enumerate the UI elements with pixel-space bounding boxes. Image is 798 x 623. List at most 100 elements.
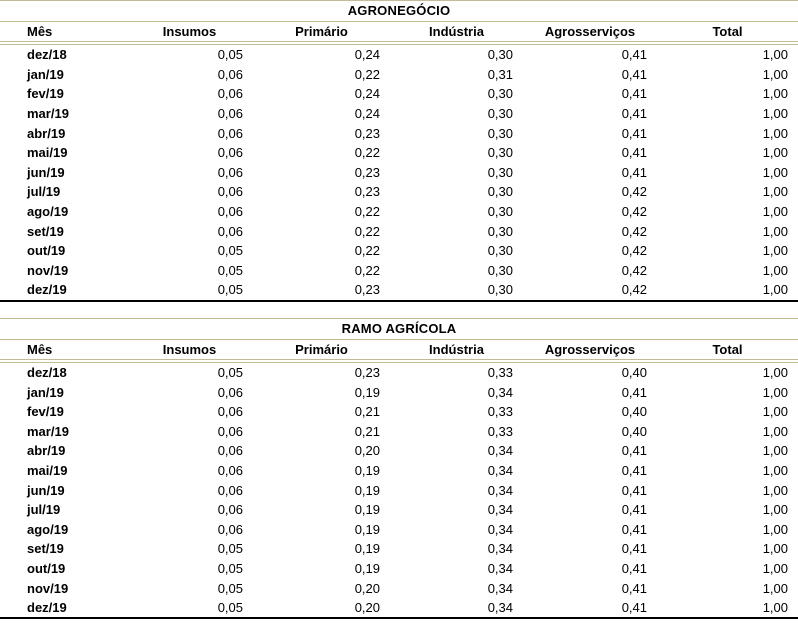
table-row: dez/18 0,05 0,24 0,30 0,41 1,00 bbox=[0, 45, 798, 65]
table-row: fev/19 0,06 0,24 0,30 0,41 1,00 bbox=[0, 84, 798, 104]
value-cell: 0,06 bbox=[217, 423, 243, 439]
value-cell: 0,42 bbox=[621, 282, 647, 298]
value-cell: 0,34 bbox=[487, 541, 513, 557]
value-cell: 1,00 bbox=[762, 106, 788, 122]
data-table: Mês Insumos Primário Indústria Agrosserviços… bbox=[0, 22, 798, 300]
value-cell: 0,41 bbox=[621, 125, 647, 141]
value-cell: 0,40 bbox=[621, 365, 647, 381]
column-header-insumos: Insumos bbox=[162, 341, 217, 357]
value-cell: 0,05 bbox=[217, 282, 243, 298]
table-bottom-border bbox=[0, 617, 798, 620]
value-cell: 0,41 bbox=[621, 462, 647, 478]
row-label: abr/19 bbox=[27, 443, 66, 459]
table-row: abr/19 0,06 0,20 0,34 0,41 1,00 bbox=[0, 441, 798, 461]
column-header-agrosservicos: Agrosserviços bbox=[544, 341, 636, 357]
row-label: abr/19 bbox=[27, 125, 66, 141]
value-cell: 0,05 bbox=[217, 365, 243, 381]
row-label: ago/19 bbox=[27, 521, 69, 537]
value-cell: 0,23 bbox=[354, 125, 380, 141]
value-cell: 0,34 bbox=[487, 502, 513, 518]
value-cell: 0,34 bbox=[487, 580, 513, 596]
value-cell: 0,30 bbox=[487, 262, 513, 278]
value-cell: 0,06 bbox=[217, 502, 243, 518]
row-label: jul/19 bbox=[27, 502, 61, 518]
table-ramo-agricola: RAMO AGRÍCOLA Mês Insumos Primário Indústri… bbox=[0, 317, 798, 620]
value-cell: 0,19 bbox=[354, 384, 380, 400]
value-cell: 1,00 bbox=[762, 423, 788, 439]
double-rule bbox=[0, 358, 798, 363]
value-cell: 0,06 bbox=[217, 462, 243, 478]
value-cell: 0,05 bbox=[217, 600, 243, 616]
value-cell: 1,00 bbox=[762, 384, 788, 400]
value-cell: 0,06 bbox=[217, 443, 243, 459]
value-cell: 0,06 bbox=[217, 164, 243, 180]
value-cell: 0,06 bbox=[217, 223, 243, 239]
value-cell: 0,30 bbox=[487, 47, 513, 63]
value-cell: 0,34 bbox=[487, 443, 513, 459]
table-title-agronegocio: AGRONEGÓCIO bbox=[0, 0, 798, 22]
value-cell: 1,00 bbox=[762, 502, 788, 518]
value-cell: 0,22 bbox=[354, 223, 380, 239]
value-cell: 0,41 bbox=[621, 106, 647, 122]
row-label: mai/19 bbox=[27, 145, 68, 161]
row-label: set/19 bbox=[27, 541, 64, 557]
value-cell: 0,23 bbox=[354, 282, 380, 298]
value-cell: 0,06 bbox=[217, 384, 243, 400]
table-row: abr/19 0,06 0,23 0,30 0,41 1,00 bbox=[0, 123, 798, 143]
value-cell: 0,22 bbox=[354, 66, 380, 82]
column-header-agrosservicos: Agrosserviços bbox=[544, 24, 636, 39]
value-cell: 1,00 bbox=[762, 184, 788, 200]
table-row: jan/19 0,06 0,19 0,34 0,41 1,00 bbox=[0, 382, 798, 402]
value-cell: 0,06 bbox=[217, 66, 243, 82]
value-cell: 0,33 bbox=[487, 404, 513, 420]
table-bottom-border bbox=[0, 299, 798, 302]
value-cell: 0,30 bbox=[487, 243, 513, 259]
value-cell: 1,00 bbox=[762, 262, 788, 278]
column-header-mes: Mês bbox=[27, 341, 53, 357]
value-cell: 0,23 bbox=[354, 365, 380, 381]
value-cell: 1,00 bbox=[762, 125, 788, 141]
value-cell: 0,34 bbox=[487, 560, 513, 576]
value-cell: 0,06 bbox=[217, 145, 243, 161]
value-cell: 0,06 bbox=[217, 404, 243, 420]
value-cell: 0,30 bbox=[487, 223, 513, 239]
table-row: ago/19 0,06 0,22 0,30 0,42 1,00 bbox=[0, 202, 798, 222]
value-cell: 0,19 bbox=[354, 541, 380, 557]
value-cell: 0,06 bbox=[217, 482, 243, 498]
value-cell: 0,41 bbox=[621, 600, 647, 616]
value-cell: 0,30 bbox=[487, 204, 513, 220]
row-label: set/19 bbox=[27, 223, 64, 239]
value-cell: 0,34 bbox=[487, 384, 513, 400]
value-cell: 0,33 bbox=[487, 423, 513, 439]
value-cell: 0,05 bbox=[217, 262, 243, 278]
row-label: dez/18 bbox=[27, 365, 67, 381]
column-header-industria: Indústria bbox=[429, 24, 484, 39]
row-label: mai/19 bbox=[27, 462, 68, 478]
value-cell: 0,05 bbox=[217, 243, 243, 259]
value-cell: 0,19 bbox=[354, 462, 380, 478]
header-row: Mês Insumos Primário Indústria Agrosserviços… bbox=[0, 340, 798, 360]
value-cell: 0,06 bbox=[217, 106, 243, 122]
value-cell: 0,41 bbox=[621, 560, 647, 576]
row-label: fev/19 bbox=[27, 404, 64, 420]
value-cell: 1,00 bbox=[762, 443, 788, 459]
value-cell: 0,06 bbox=[217, 125, 243, 141]
value-cell: 0,21 bbox=[354, 423, 380, 439]
row-label: dez/19 bbox=[27, 600, 67, 616]
value-cell: 0,06 bbox=[217, 521, 243, 537]
table-row: dez/19 0,05 0,23 0,30 0,42 1,00 bbox=[0, 280, 798, 300]
double-rule bbox=[0, 41, 798, 45]
table-row: dez/19 0,05 0,20 0,34 0,41 1,00 bbox=[0, 598, 798, 618]
value-cell: 1,00 bbox=[762, 560, 788, 576]
value-cell: 0,41 bbox=[621, 164, 647, 180]
table-row: jul/19 0,06 0,19 0,34 0,41 1,00 bbox=[0, 500, 798, 520]
value-cell: 1,00 bbox=[762, 482, 788, 498]
value-cell: 0,21 bbox=[354, 404, 380, 420]
value-cell: 0,05 bbox=[217, 560, 243, 576]
value-cell: 0,23 bbox=[354, 164, 380, 180]
value-cell: 1,00 bbox=[762, 521, 788, 537]
row-label: mar/19 bbox=[27, 423, 69, 439]
table-row: fev/19 0,06 0,21 0,33 0,40 1,00 bbox=[0, 402, 798, 422]
table-row: jun/19 0,06 0,19 0,34 0,41 1,00 bbox=[0, 480, 798, 500]
